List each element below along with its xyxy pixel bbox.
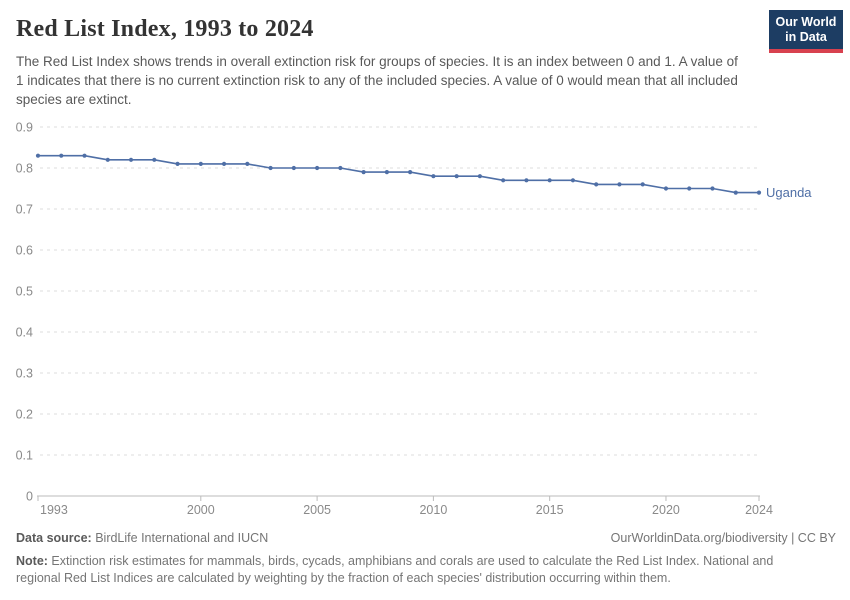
y-axis-tick-label: 0.2 xyxy=(16,408,33,422)
chart-note: Note: Extinction risk estimates for mamm… xyxy=(16,553,774,588)
y-axis-tick-label: 0.4 xyxy=(16,326,33,340)
entity-label[interactable]: Uganda xyxy=(766,185,812,200)
y-axis-tick-label: 0.6 xyxy=(16,244,33,258)
y-axis-tick-label: 0 xyxy=(26,490,33,504)
source-row: Data source: BirdLife International and … xyxy=(16,531,836,545)
data-point[interactable] xyxy=(35,153,41,158)
x-axis-tick-label: 2010 xyxy=(419,503,447,517)
data-point[interactable] xyxy=(105,157,110,162)
note-label: Note: xyxy=(16,554,48,568)
data-point[interactable] xyxy=(617,182,622,187)
data-point[interactable] xyxy=(408,170,413,175)
y-axis-tick-label: 0.1 xyxy=(16,449,33,463)
owid-logo-line2: in Data xyxy=(785,29,827,44)
series-line[interactable] xyxy=(38,154,759,194)
data-point[interactable] xyxy=(291,165,296,171)
data-point[interactable] xyxy=(59,153,64,158)
x-axis-tick-label: 2005 xyxy=(303,503,331,517)
data-point[interactable] xyxy=(477,174,483,179)
y-axis-tick-label: 0.8 xyxy=(16,162,33,176)
x-axis-tick-label: 2024 xyxy=(745,503,773,517)
data-point[interactable] xyxy=(175,161,180,166)
data-point[interactable] xyxy=(128,157,134,162)
data-source-value: BirdLife International and IUCN xyxy=(91,531,269,545)
data-point[interactable] xyxy=(314,165,320,171)
page-title: Red List Index, 1993 to 2024 xyxy=(16,16,314,42)
owid-logo-line1: Our World xyxy=(775,14,837,29)
data-point[interactable] xyxy=(338,165,343,171)
data-point[interactable] xyxy=(361,170,366,175)
data-point[interactable] xyxy=(710,186,715,191)
data-point[interactable] xyxy=(733,190,738,195)
data-point[interactable] xyxy=(221,161,227,166)
data-point[interactable] xyxy=(756,190,762,195)
data-point[interactable] xyxy=(384,170,389,175)
attribution-link[interactable]: OurWorldinData.org/biodiversity | CC BY xyxy=(610,531,836,545)
x-axis-tick-label: 1993 xyxy=(40,503,68,517)
data-point[interactable] xyxy=(245,161,250,166)
data-point[interactable] xyxy=(570,178,576,183)
x-axis-tick-label: 2020 xyxy=(652,503,680,517)
data-point[interactable] xyxy=(547,178,552,183)
y-axis-tick-label: 0.9 xyxy=(16,121,33,135)
data-point[interactable] xyxy=(82,153,87,158)
owid-logo[interactable]: Our World in Data xyxy=(769,10,843,53)
data-point[interactable] xyxy=(594,182,599,187)
data-point[interactable] xyxy=(687,186,692,191)
y-axis-tick-label: 0.7 xyxy=(16,203,33,217)
data-point[interactable] xyxy=(152,157,157,162)
data-point[interactable] xyxy=(431,174,436,179)
data-point[interactable] xyxy=(524,178,529,183)
data-point[interactable] xyxy=(640,182,645,187)
data-point[interactable] xyxy=(501,178,506,183)
chart-footer: Data source: BirdLife International and … xyxy=(16,531,836,588)
chart-subtitle: The Red List Index shows trends in overa… xyxy=(16,54,738,108)
y-axis-tick-label: 0.5 xyxy=(16,285,33,299)
note-value: Extinction risk estimates for mammals, b… xyxy=(16,554,774,586)
x-axis-tick-label: 2015 xyxy=(536,503,564,517)
data-point[interactable] xyxy=(198,161,203,166)
data-point[interactable] xyxy=(454,174,459,179)
y-axis-tick-label: 0.3 xyxy=(16,367,33,381)
data-source-text: Data source: BirdLife International and … xyxy=(16,531,268,545)
data-point[interactable] xyxy=(663,186,669,191)
data-point[interactable] xyxy=(268,165,273,171)
x-axis-tick-label: 2000 xyxy=(187,503,215,517)
data-source-label: Data source: xyxy=(16,531,92,545)
